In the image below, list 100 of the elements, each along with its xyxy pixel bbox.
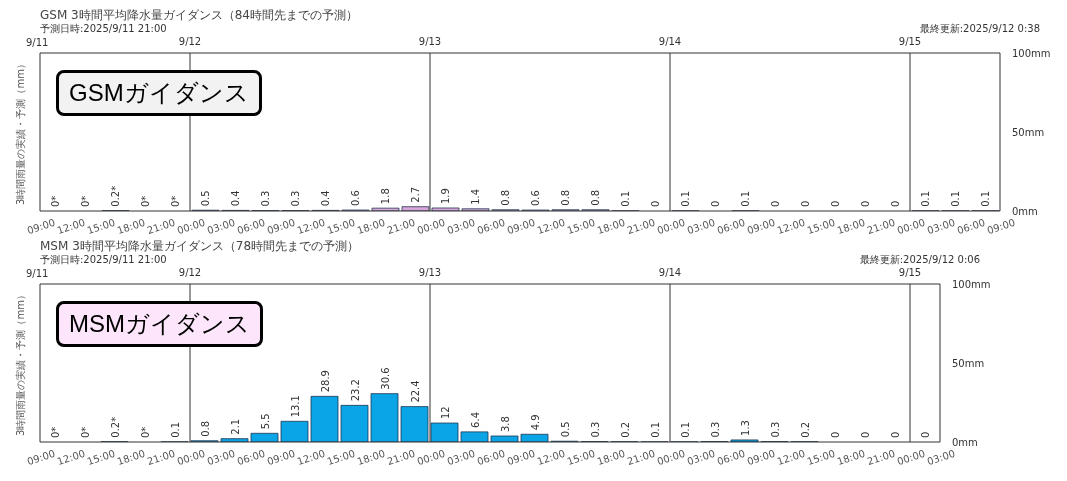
data-label: 0* [50, 195, 61, 207]
x-tick-label: 09:00 [265, 216, 297, 237]
chart-title: GSM 3時間平均降水量ガイダンス（84時間先までの予測） [40, 8, 359, 22]
x-tick-label: 18:00 [115, 216, 147, 237]
x2-tick-label: 9/15 [898, 36, 922, 47]
data-label: 0* [80, 195, 91, 207]
data-label: 0.5 [200, 190, 211, 207]
data-label: 0.1 [170, 421, 181, 438]
data-label: 0.2* [110, 416, 121, 438]
x-tick-label: 12:00 [535, 216, 567, 237]
x-tick-label: 09:00 [745, 216, 777, 237]
x-tick-label: 03:00 [925, 216, 957, 237]
y-tick-label: 50mm [1012, 126, 1045, 138]
x-tick-label: 03:00 [205, 216, 237, 237]
data-label: 0.2* [110, 185, 121, 207]
data-label: 1.3 [740, 420, 751, 436]
data-label: 0.6 [530, 190, 541, 207]
data-label: 22.4 [410, 380, 421, 403]
x2-tick-label: 9/14 [658, 267, 682, 278]
x-tick-label: 12:00 [55, 216, 87, 237]
x-tick-label: 15:00 [85, 216, 117, 237]
x2-tick-label: 9/14 [658, 36, 682, 47]
data-label: 0.1 [740, 190, 751, 207]
x-tick-label: 09:00 [505, 447, 537, 468]
text: 9/11 [26, 268, 49, 279]
data-label: 28.9 [320, 370, 331, 393]
data-label: 3.8 [500, 416, 511, 432]
x-tick-label: 00:00 [175, 216, 207, 237]
data-label: 13.1 [290, 395, 301, 418]
data-label: 30.6 [380, 367, 391, 390]
data-label: 0* [140, 195, 151, 207]
x-tick-label: 06:00 [475, 216, 507, 237]
data-label: 0.8 [590, 189, 601, 206]
x-tick-label: 15:00 [85, 447, 117, 468]
x-tick-label: 09:00 [265, 447, 297, 468]
data-label: 0 [890, 431, 901, 438]
x2-tick-label: 9/12 [178, 36, 202, 47]
x-tick-label: 03:00 [205, 447, 237, 468]
data-label: 1.8 [380, 188, 391, 205]
x-tick-label: 21:00 [145, 216, 177, 237]
data-label: 5.5 [260, 413, 271, 430]
x-tick-label: 15:00 [325, 216, 357, 237]
data-label: 0 [650, 200, 661, 207]
data-label: 0 [830, 200, 841, 207]
data-label: 0.1 [950, 190, 961, 207]
x-tick-label: 03:00 [685, 216, 717, 237]
data-label: 0.2 [800, 421, 811, 438]
data-label: 0.5 [560, 421, 571, 438]
x-tick-label: 06:00 [475, 447, 507, 468]
x-tick-label: 09:00 [505, 216, 537, 237]
x-tick-label: 15:00 [325, 447, 357, 468]
x-tick-label: 00:00 [415, 447, 447, 468]
x-tick-label: 15:00 [805, 216, 837, 237]
x-tick-label: 00:00 [895, 447, 927, 468]
data-label: 0.4 [230, 190, 241, 207]
x-tick-label: 03:00 [445, 216, 477, 237]
x-tick-label: 18:00 [835, 447, 867, 468]
y-tick-label: 50mm [952, 357, 985, 369]
x-tick-label: 15:00 [565, 216, 597, 237]
data-label: 0.8 [500, 189, 511, 206]
data-label: 0* [80, 426, 91, 438]
data-label: 0* [50, 426, 61, 438]
data-label: 0* [140, 426, 151, 438]
data-label: 0.8 [200, 420, 211, 437]
data-label: 0 [860, 200, 871, 207]
x-tick-label: 15:00 [565, 447, 597, 468]
x-tick-label: 12:00 [55, 447, 87, 468]
x-tick-label: 12:00 [535, 447, 567, 468]
x-tick-label: 09:00 [745, 447, 777, 468]
data-label: 0 [770, 200, 781, 207]
data-label: 0 [710, 200, 721, 207]
data-label: 0 [830, 431, 841, 438]
data-label: 0.8 [560, 189, 571, 206]
x-tick-label: 18:00 [595, 216, 627, 237]
x2-tick-label: 9/13 [418, 36, 442, 47]
x-tick-label: 09:00 [25, 447, 57, 468]
x-tick-label: 03:00 [445, 447, 477, 468]
data-label: 6.4 [470, 411, 481, 428]
data-label: 0.3 [710, 421, 721, 438]
chart-subtitle: 予測日時:2025/9/11 21:00 [40, 253, 167, 266]
y-tick-label: 100mm [1012, 47, 1051, 59]
y-axis-title: 3時間雨量の実績・予測（mm） [14, 59, 26, 205]
x2-tick-label: 9/12 [178, 267, 202, 278]
x-tick-label: 18:00 [355, 216, 387, 237]
x2-tick-label: 9/15 [898, 267, 922, 278]
x-tick-label: 06:00 [715, 216, 747, 237]
y-axis-title: 3時間雨量の実績・予測（mm） [14, 290, 26, 436]
data-label: 0.1 [920, 190, 931, 207]
x-tick-label: 03:00 [685, 447, 717, 468]
x-tick-label: 09:00 [25, 216, 57, 237]
callout-box: MSMガイダンス [56, 301, 263, 347]
data-label: 4.9 [530, 414, 541, 431]
x-tick-label: 21:00 [625, 216, 657, 237]
x-tick-label: 18:00 [595, 447, 627, 468]
data-label: 0 [920, 431, 931, 438]
x-tick-label: 12:00 [775, 216, 807, 237]
x-tick-label: 21:00 [865, 216, 897, 237]
data-label: 0.1 [650, 421, 661, 438]
x-tick-label: 09:00 [985, 216, 1017, 237]
y-tick-label: 100mm [952, 278, 991, 290]
